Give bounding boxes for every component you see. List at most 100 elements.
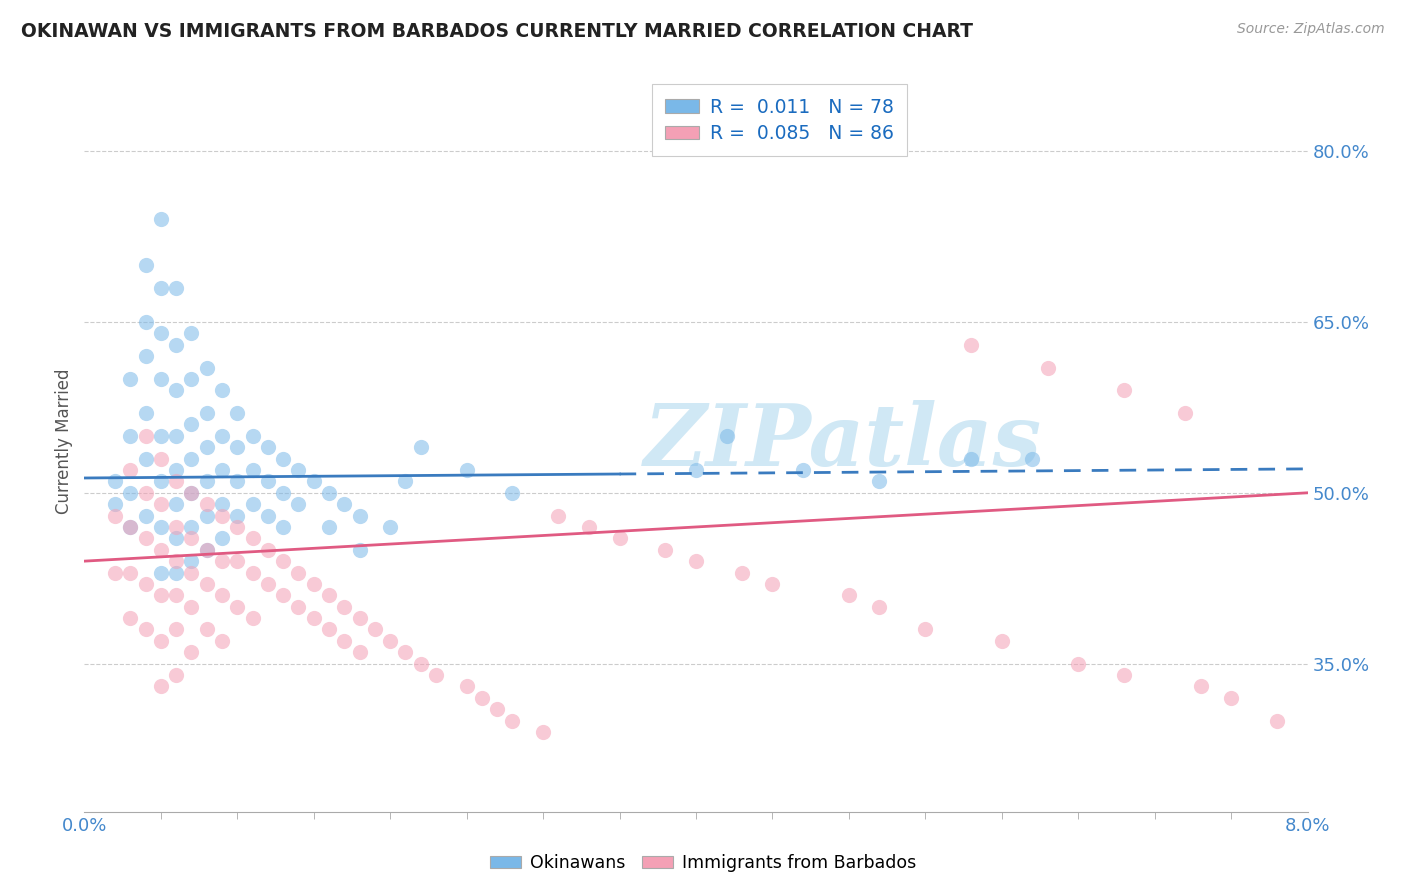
Point (349, 542, 371, 557)
Point (349, 508, 371, 523)
Point (1021, 451, 1043, 466)
Point (394, 645, 416, 659)
Point (135, 485, 157, 500)
Point (1189, 680, 1212, 694)
Point (211, 508, 233, 523)
Point (165, 566, 187, 580)
Point (409, 440, 432, 454)
Point (257, 542, 280, 557)
Legend: Okinawans, Immigrants from Barbados: Okinawans, Immigrants from Barbados (482, 847, 924, 879)
Point (654, 542, 676, 557)
Point (149, 475, 172, 489)
Point (180, 326, 202, 341)
Point (792, 463, 814, 477)
Point (271, 520, 294, 534)
Point (195, 497, 218, 511)
Point (914, 623, 936, 637)
Point (195, 360, 218, 375)
Point (226, 520, 249, 534)
Point (502, 485, 524, 500)
Point (135, 349, 157, 363)
Point (180, 372, 202, 386)
Point (149, 281, 172, 295)
Point (1114, 384, 1136, 398)
Point (135, 406, 157, 420)
Point (165, 520, 187, 534)
Point (195, 475, 218, 489)
Point (135, 623, 157, 637)
Point (609, 532, 631, 546)
Y-axis label: Currently Married: Currently Married (55, 368, 73, 515)
Point (211, 497, 233, 511)
Point (149, 212, 172, 227)
Point (149, 326, 172, 341)
Point (165, 497, 187, 511)
Point (242, 566, 264, 580)
Point (318, 623, 340, 637)
Point (165, 384, 187, 398)
Point (165, 463, 187, 477)
Point (409, 657, 432, 671)
Point (120, 520, 142, 534)
Point (135, 532, 157, 546)
Point (1220, 690, 1243, 705)
Point (226, 406, 249, 420)
Point (1036, 360, 1059, 375)
Point (302, 577, 325, 591)
Point (135, 429, 157, 443)
Point (211, 554, 233, 568)
Point (287, 566, 309, 580)
Point (135, 577, 157, 591)
Point (120, 485, 142, 500)
Point (380, 633, 402, 648)
Point (165, 429, 187, 443)
Point (211, 588, 233, 602)
Point (960, 451, 983, 466)
Point (165, 475, 187, 489)
Point (104, 508, 127, 523)
Point (135, 258, 157, 272)
Point (180, 554, 202, 568)
Point (869, 475, 891, 489)
Point (456, 463, 478, 477)
Point (180, 417, 202, 432)
Text: OKINAWAN VS IMMIGRANTS FROM BARBADOS CURRENTLY MARRIED CORRELATION CHART: OKINAWAN VS IMMIGRANTS FROM BARBADOS CUR… (21, 22, 973, 41)
Point (271, 588, 294, 602)
Point (226, 554, 249, 568)
Point (180, 599, 202, 614)
Point (838, 588, 860, 602)
Point (180, 532, 202, 546)
Point (149, 451, 172, 466)
Point (456, 680, 478, 694)
Point (960, 337, 983, 351)
Point (211, 532, 233, 546)
Point (364, 623, 387, 637)
Point (349, 645, 371, 659)
Point (271, 451, 294, 466)
Point (257, 440, 280, 454)
Point (149, 497, 172, 511)
Point (135, 508, 157, 523)
Point (333, 599, 356, 614)
Point (165, 623, 187, 637)
Point (1114, 668, 1136, 682)
Point (211, 384, 233, 398)
Point (195, 542, 218, 557)
Point (869, 599, 891, 614)
Point (242, 611, 264, 625)
Point (242, 429, 264, 443)
Point (761, 577, 783, 591)
Point (318, 485, 340, 500)
Point (149, 372, 172, 386)
Point (120, 520, 142, 534)
Point (195, 542, 218, 557)
Point (380, 520, 402, 534)
Point (731, 566, 754, 580)
Point (991, 633, 1014, 648)
Point (120, 566, 142, 580)
Point (180, 485, 202, 500)
Point (1265, 714, 1288, 728)
Point (302, 611, 325, 625)
Point (149, 566, 172, 580)
Point (287, 463, 309, 477)
